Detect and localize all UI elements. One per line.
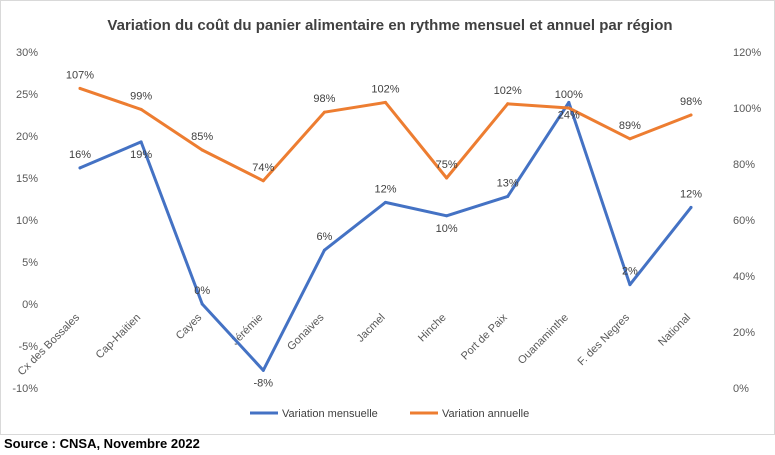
line-chart: Variation du coût du panier alimentaire … [0, 0, 775, 435]
right-axis: 120% 100% 80% 60% 40% 20% 0% [733, 47, 761, 395]
left-tick-label: -5% [18, 341, 38, 353]
data-point [384, 200, 387, 204]
data-point [689, 113, 693, 117]
left-tick-label: 15% [16, 173, 38, 185]
data-point [445, 214, 449, 218]
data-point [506, 194, 510, 198]
data-label: 89% [619, 120, 641, 132]
data-point [200, 148, 204, 152]
right-tick-label: 60% [733, 215, 755, 227]
data-label: 16% [69, 149, 91, 161]
left-tick-label: 20% [16, 131, 38, 143]
left-tick-label: 0% [22, 299, 38, 311]
chart-frame: Variation du coût du panier alimentaire … [0, 0, 775, 435]
data-point [384, 100, 387, 104]
data-point [567, 106, 571, 110]
data-point [78, 86, 82, 90]
data-label: 85% [191, 131, 213, 143]
right-tick-label: 120% [733, 47, 761, 59]
source-note: Source : CNSA, Novembre 2022 [4, 436, 200, 451]
data-label: 74% [252, 162, 274, 174]
data-point [506, 102, 510, 106]
data-point [200, 302, 204, 306]
data-label: 12% [680, 188, 702, 200]
data-point [261, 368, 265, 372]
data-label: 2% [622, 266, 638, 278]
left-tick-label: 5% [22, 257, 38, 269]
data-label: 98% [680, 96, 702, 108]
data-point [567, 100, 571, 104]
data-label: 75% [436, 159, 458, 171]
data-point [78, 166, 82, 170]
data-labels: 16% 19% 0% -8% 6% 12% 10% 13% 24% 2% 12% 107% 99% 85%… [66, 69, 702, 389]
legend-label: Variation mensuelle [282, 408, 378, 420]
data-label: 24% [558, 109, 580, 121]
legend-label: Variation annuelle [442, 408, 529, 420]
data-label: 100% [555, 89, 583, 101]
right-tick-label: 40% [733, 271, 755, 283]
data-label: 12% [374, 183, 396, 195]
left-tick-label: -10% [12, 383, 38, 395]
right-tick-label: 20% [733, 327, 755, 339]
left-tick-label: 25% [16, 89, 38, 101]
data-point [322, 248, 326, 252]
data-point [139, 107, 143, 111]
left-tick-label: 30% [16, 47, 38, 59]
left-tick-label: 10% [16, 215, 38, 227]
data-point [628, 137, 632, 141]
data-label: -8% [254, 377, 274, 389]
data-label: 98% [313, 93, 335, 105]
data-point [445, 176, 449, 180]
data-label: 99% [130, 90, 152, 102]
data-label: 6% [316, 231, 332, 243]
data-label: 10% [436, 223, 458, 235]
data-label: 102% [494, 85, 522, 97]
data-point [261, 179, 265, 183]
left-axis: 30% 25% 20% 15% 10% 5% 0% -5% -10% [12, 47, 38, 395]
data-point [322, 110, 326, 114]
series-layer [78, 86, 693, 372]
data-label: 19% [130, 149, 152, 161]
right-tick-label: 80% [733, 159, 755, 171]
data-point [689, 205, 693, 209]
legend: Variation mensuelle Variation annuelle [250, 408, 529, 420]
right-tick-label: 100% [733, 103, 761, 115]
data-point [628, 283, 632, 287]
data-label: 107% [66, 69, 94, 81]
chart-border [0, 0, 775, 435]
data-label: 102% [371, 83, 399, 95]
data-point [139, 140, 143, 144]
data-label: 0% [194, 285, 210, 297]
right-tick-label: 0% [733, 383, 749, 395]
data-label: 13% [497, 177, 519, 189]
chart-title: Variation du coût du panier alimentaire … [107, 17, 672, 34]
